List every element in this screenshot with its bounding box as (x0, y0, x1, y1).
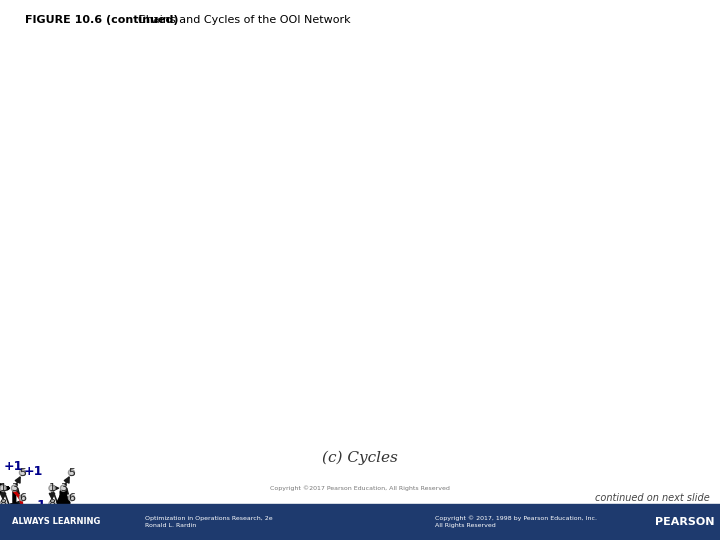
Text: 4: 4 (11, 515, 18, 524)
Text: 3: 3 (60, 483, 67, 493)
Circle shape (19, 495, 25, 501)
Circle shape (60, 485, 66, 491)
Text: -1: -1 (32, 499, 46, 512)
Text: 6: 6 (68, 493, 75, 503)
Bar (0, 504, 720, 540)
Text: 5: 5 (19, 468, 26, 477)
Text: Copyright © 2017, 1998 by Pearson Education, Inc.
All Rights Reserved: Copyright © 2017, 1998 by Pearson Educat… (435, 516, 597, 528)
Text: 7: 7 (68, 515, 75, 524)
Circle shape (19, 470, 25, 476)
Text: 1: 1 (48, 483, 55, 493)
Text: 7: 7 (19, 515, 26, 524)
Circle shape (12, 516, 17, 522)
Text: Chains and Cycles of the OOI Network: Chains and Cycles of the OOI Network (138, 15, 351, 25)
Circle shape (49, 485, 55, 491)
Circle shape (0, 501, 6, 507)
Text: 4: 4 (60, 515, 67, 524)
Text: FIGURE 10.6 (continued): FIGURE 10.6 (continued) (25, 15, 179, 25)
Text: +1: +1 (4, 460, 23, 473)
Text: 1: 1 (0, 483, 6, 493)
Circle shape (0, 485, 6, 491)
Text: continued on next slide: continued on next slide (595, 493, 710, 503)
Text: 2: 2 (0, 515, 6, 524)
Text: ALWAYS LEARNING: ALWAYS LEARNING (12, 517, 100, 526)
Text: 2: 2 (48, 515, 55, 524)
Text: (c) Cycles: (c) Cycles (322, 451, 398, 465)
Circle shape (49, 516, 55, 522)
Text: 3: 3 (11, 483, 18, 493)
Circle shape (0, 516, 6, 522)
Text: Optimization in Operations Research, 2e
Ronald L. Rardin: Optimization in Operations Research, 2e … (145, 516, 273, 528)
Text: 8: 8 (0, 499, 6, 509)
Text: 6: 6 (19, 493, 26, 503)
Circle shape (19, 516, 25, 522)
Circle shape (12, 485, 17, 491)
Text: 5: 5 (68, 468, 75, 477)
Circle shape (68, 470, 74, 476)
Text: 8: 8 (48, 499, 55, 509)
Text: +1: +1 (23, 465, 42, 478)
Text: PEARSON: PEARSON (655, 517, 714, 527)
Text: Copyright ©2017 Pearson Education, All Rights Reserved: Copyright ©2017 Pearson Education, All R… (270, 485, 450, 491)
Circle shape (49, 501, 55, 507)
Circle shape (68, 495, 74, 501)
Circle shape (68, 516, 74, 522)
Circle shape (60, 516, 66, 522)
